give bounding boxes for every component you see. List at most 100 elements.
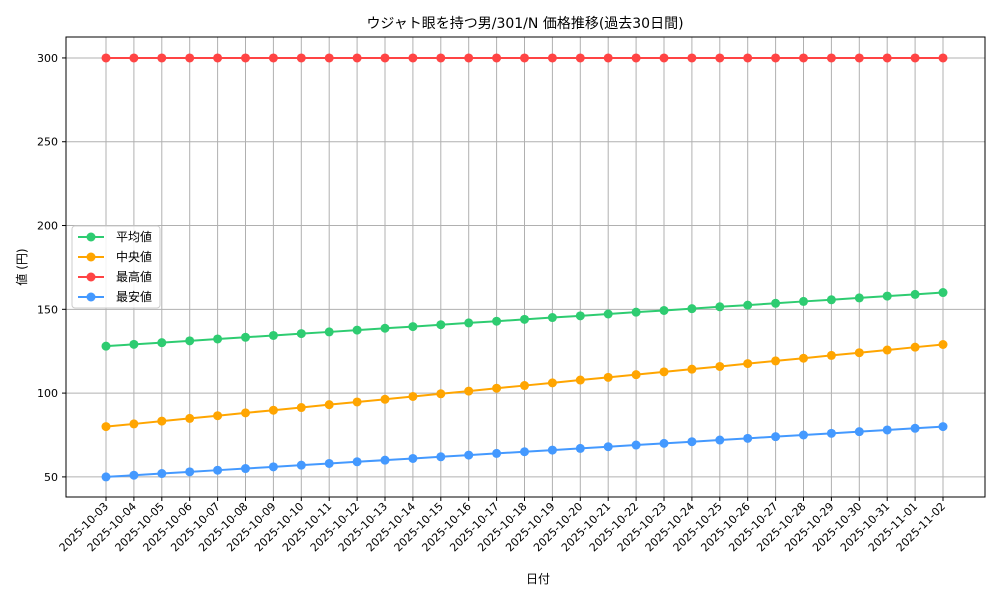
data-point [687,364,697,374]
legend-marker [86,232,96,242]
data-point [938,288,948,298]
data-point [185,413,195,423]
data-point [408,453,418,463]
data-point [129,53,139,63]
data-point [129,339,139,349]
y-tick-label: 200 [37,220,58,233]
data-point [631,53,641,63]
data-point [241,53,250,63]
plot-frame [65,36,986,498]
data-point [882,291,892,301]
y-axis-label: 値 (円) [14,248,29,285]
data-point [492,53,502,63]
x-axis-label: 日付 [526,572,550,586]
data-point [296,460,306,470]
data-point [575,311,585,321]
data-point [241,464,250,474]
data-point [492,448,502,458]
data-point [241,332,250,342]
data-point [268,53,278,63]
data-point [101,341,111,351]
data-point [436,452,446,462]
data-point [603,442,613,452]
data-point [771,432,781,442]
data-point [799,53,808,63]
legend-label: 最安値 [116,289,152,304]
data-point [687,304,697,314]
data-point [659,53,669,63]
data-point [771,53,781,63]
data-point [268,330,278,340]
legend-marker [86,272,96,282]
data-point [157,416,167,426]
data-point [520,53,529,63]
data-point [826,53,836,63]
data-point [743,359,753,369]
data-point [910,53,920,63]
data-point [268,405,278,415]
data-point [324,400,334,410]
data-point [213,411,223,421]
data-point [659,367,669,377]
data-point [603,53,613,63]
legend-label: 最高値 [116,269,152,284]
data-point [408,322,418,332]
data-point [743,300,753,310]
data-point [129,470,139,480]
data-point [631,370,641,380]
data-point [380,455,390,465]
data-point [854,348,864,358]
data-point [157,338,167,348]
data-point [213,53,223,63]
data-point [659,438,669,448]
data-point [436,389,446,399]
data-point [826,350,836,360]
data-point [854,293,864,303]
data-point [882,425,892,435]
data-point [715,435,725,445]
data-point [492,383,502,393]
data-point [910,289,920,299]
legend-label: 中央値 [116,249,152,264]
data-point [241,408,250,418]
data-point [408,53,418,63]
y-tick-label: 50 [44,471,58,484]
data-point [575,53,585,63]
data-point [157,469,167,479]
legend-marker [86,252,96,262]
data-point [129,419,139,429]
legend-label: 平均値 [116,229,152,244]
data-point [464,53,474,63]
data-point [575,375,585,385]
data-point [938,422,948,432]
data-point [464,386,474,396]
data-point [520,381,529,391]
data-point [771,356,781,366]
data-point [547,378,557,388]
data-point [715,361,725,371]
data-point [799,296,808,306]
data-point [101,472,111,482]
data-point [520,447,529,457]
data-point [547,445,557,455]
data-point [799,353,808,363]
data-point [910,423,920,433]
data-point [938,340,948,350]
data-point [492,316,502,326]
data-point [715,53,725,63]
legend-box [71,225,161,309]
data-point [882,345,892,355]
data-point [380,53,390,63]
data-point [520,314,529,324]
data-point [380,394,390,404]
data-point [101,53,111,63]
data-point [213,334,223,344]
data-point [603,372,613,382]
data-point [324,327,334,337]
y-tick-label: 300 [37,52,58,65]
data-point [631,307,641,317]
data-point [324,53,334,63]
